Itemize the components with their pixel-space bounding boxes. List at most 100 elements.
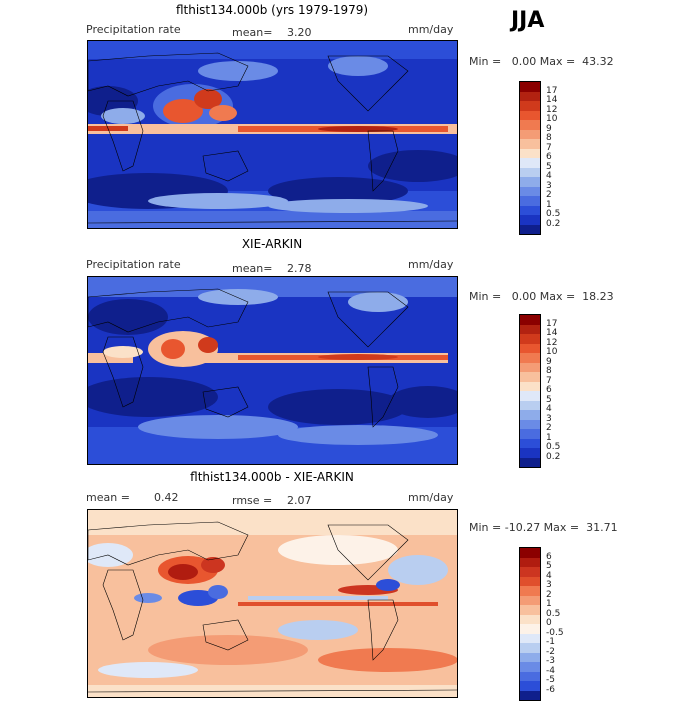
colorbar-swatch — [520, 315, 540, 325]
colorbar-tick-label: 17 — [546, 318, 558, 329]
colorbar-swatch — [520, 400, 540, 410]
colorbar-swatch — [520, 391, 540, 401]
colorbar-swatch — [520, 158, 540, 168]
colorbar-tick-label: 7 — [546, 375, 552, 386]
mean-value: 2.78 — [287, 262, 312, 275]
colorbar-tick-label: 5 — [546, 161, 552, 172]
colorbar-swatch — [520, 186, 540, 196]
season-label: JJA — [511, 8, 545, 33]
colorbar-tick-label: -0.5 — [546, 627, 564, 638]
colorbar-tick-label: 6 — [546, 551, 552, 562]
mean-value: 0.42 — [154, 491, 179, 504]
colorbar-tick-label: 0 — [546, 618, 552, 628]
colorbar-tick-label: -5 — [546, 675, 555, 685]
colorbar-swatch — [520, 429, 540, 439]
colorbar-swatch — [520, 215, 540, 225]
colorbar-swatch — [520, 671, 540, 681]
colorbar-tick-label: 0.2 — [546, 218, 561, 229]
colorbar-tick-label: 2 — [546, 190, 552, 200]
colorbar-tick-label: -4 — [546, 665, 555, 676]
colorbar-swatch — [520, 120, 540, 130]
colorbar-swatch — [520, 662, 540, 672]
colorbar-swatch — [520, 633, 540, 643]
precip-map — [87, 276, 458, 465]
colorbar-tick-label: 2 — [546, 589, 552, 600]
colorbar-swatch — [520, 586, 540, 596]
colorbar-tick-label: 3 — [546, 180, 552, 191]
colorbar-tick-label: 0.5 — [546, 442, 561, 452]
colorbar-swatch — [520, 205, 540, 215]
min-max-readout: Min = -10.27 Max = 31.71 — [469, 521, 618, 534]
rmse-value: 2.07 — [287, 494, 312, 507]
colorbar-tick-label: 1 — [546, 199, 552, 210]
mean-value: 3.20 — [287, 26, 312, 39]
colorbar-tick-label: 5 — [546, 394, 552, 405]
precip-difference-map — [87, 509, 458, 698]
colorbar-swatch — [520, 643, 540, 653]
colorbar-tick-label: 5 — [546, 561, 552, 571]
colorbar-tick-label: 14 — [546, 328, 558, 338]
colorbar-tick-label: 14 — [546, 95, 558, 105]
colorbar-swatch — [520, 129, 540, 139]
colorbar-tick-label: 10 — [546, 347, 558, 357]
units-label: mm/day — [408, 491, 454, 504]
colorbar-swatch — [520, 91, 540, 101]
colorbar-tick-label: 12 — [546, 104, 558, 115]
colorbar-swatch — [520, 595, 540, 605]
colorbar-tick-label: 0.5 — [546, 608, 561, 619]
colorbar-tick-label: 1 — [546, 599, 552, 609]
colorbar-tick-label: 1 — [546, 432, 552, 443]
min-max-readout: Min = 0.00 Max = 43.32 — [469, 55, 614, 68]
panel-title: XIE-ARKIN — [241, 237, 303, 251]
colorbar-swatch — [520, 167, 540, 177]
colorbar-tick-label: -6 — [546, 684, 555, 695]
panel-title: flthist134.000b (yrs 1979-1979) — [175, 3, 369, 17]
colorbar-swatch — [520, 690, 540, 700]
panel-title: flthist134.000b - XIE-ARKIN — [190, 470, 354, 484]
colorbar-swatch — [520, 448, 540, 458]
colorbar-swatch — [520, 419, 540, 429]
colorbar-swatch — [520, 652, 540, 662]
mean-label: mean= — [232, 262, 273, 275]
colorbar-tick-label: 4 — [546, 570, 552, 581]
colorbar-swatch — [520, 614, 540, 624]
colorbar-tick-label: 3 — [546, 580, 552, 590]
variable-label: Precipitation rate — [86, 23, 181, 36]
colorbar-swatch — [520, 438, 540, 448]
colorbar-swatch — [520, 148, 540, 158]
units-label: mm/day — [408, 23, 454, 36]
colorbar-tick-label: 8 — [546, 133, 552, 143]
min-max-readout: Min = 0.00 Max = 18.23 — [469, 290, 614, 303]
colorbar-swatch — [520, 410, 540, 420]
colorbar-swatch — [520, 334, 540, 344]
colorbar-swatch — [520, 457, 540, 467]
colorbar-tick-label: 0.5 — [546, 209, 561, 219]
colorbar-tick-label: 4 — [546, 171, 552, 181]
mean-label: mean= — [232, 26, 273, 39]
colorbar-tick-label: 2 — [546, 423, 552, 433]
colorbar-swatch — [520, 605, 540, 615]
colorbar-tick-label: 10 — [546, 114, 558, 124]
colorbar-swatch — [520, 372, 540, 382]
colorbar-tick-label: 12 — [546, 337, 558, 348]
colorbar-tick-label: -3 — [546, 656, 555, 666]
rmse-label: rmse = — [232, 494, 273, 507]
units-label: mm/day — [408, 258, 454, 271]
variable-label: Precipitation rate — [86, 258, 181, 271]
colorbar-tick-label: -2 — [546, 646, 555, 657]
colorbar-swatch — [520, 101, 540, 111]
colorbar-swatch — [520, 353, 540, 363]
colorbar-swatch — [520, 224, 540, 234]
colorbar-swatch — [520, 82, 540, 92]
colorbar-tick-label: -1 — [546, 637, 555, 647]
colorbar-tick-label: 0.2 — [546, 451, 561, 462]
colorbar-swatch — [520, 343, 540, 353]
colorbar-swatch — [520, 681, 540, 691]
colorbar-swatch — [520, 557, 540, 567]
colorbar-swatch — [520, 177, 540, 187]
colorbar-tick-label: 8 — [546, 366, 552, 376]
colorbar-swatch — [520, 362, 540, 372]
colorbar-tick-label: 9 — [546, 123, 552, 134]
colorbar-swatch — [520, 548, 540, 558]
precip-map — [87, 40, 458, 229]
